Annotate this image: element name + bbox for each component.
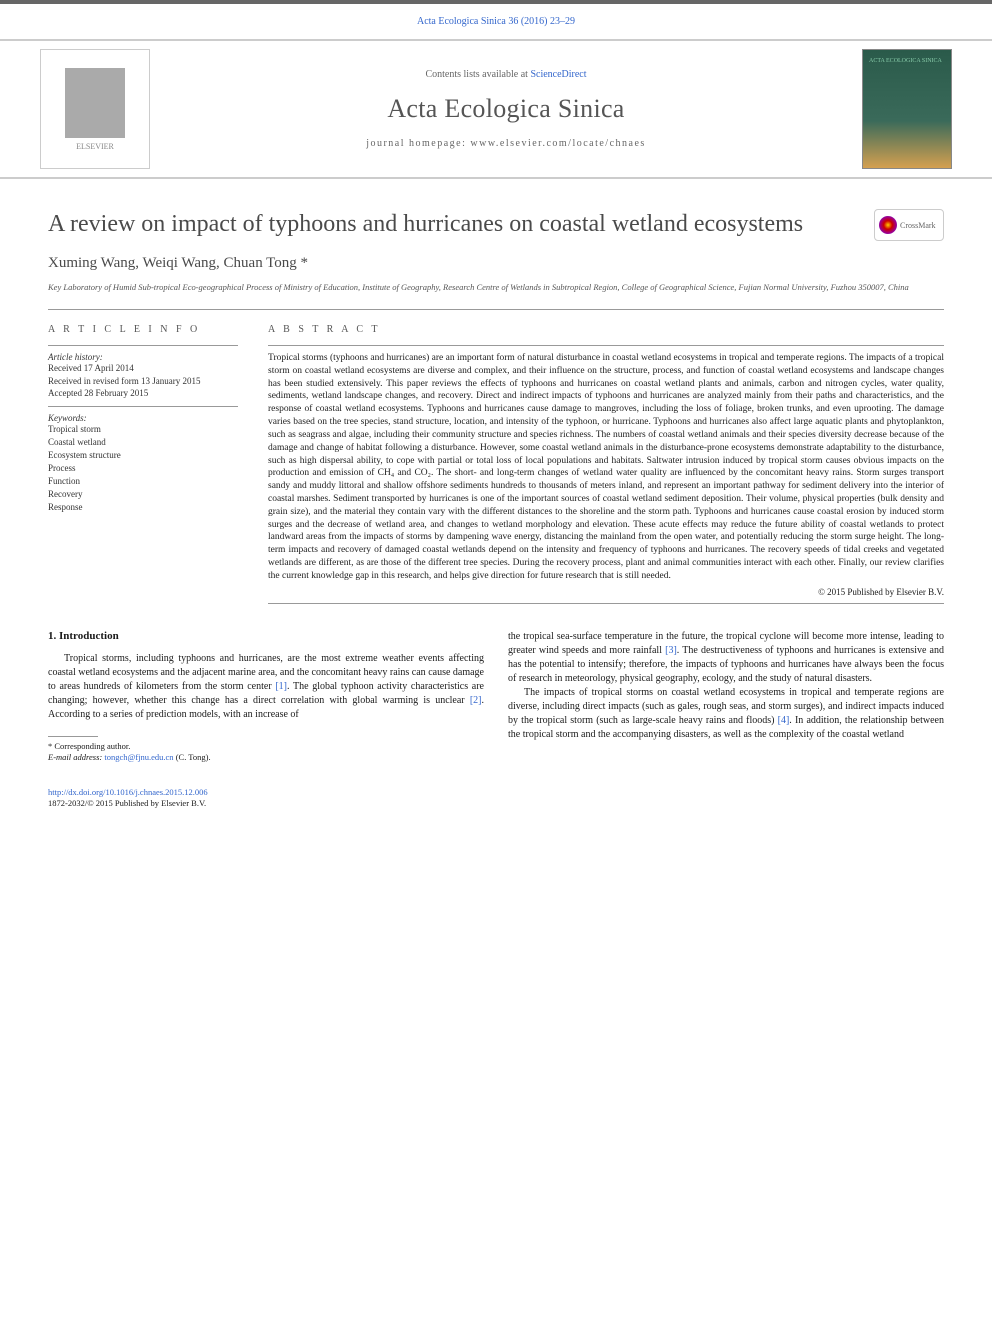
header-center: Contents lists available at ScienceDirec…	[150, 69, 862, 149]
revised-date: Received in revised form 13 January 2015	[48, 375, 238, 388]
info-divider	[48, 345, 238, 346]
abstract-copyright: © 2015 Published by Elsevier B.V.	[268, 587, 944, 597]
journal-homepage[interactable]: journal homepage: www.elsevier.com/locat…	[150, 138, 862, 149]
body-columns: 1. Introduction Tropical storms, includi…	[0, 610, 992, 763]
elsevier-label: ELSEVIER	[76, 142, 114, 151]
abstract-divider	[268, 345, 944, 346]
email-label: E-mail address:	[48, 752, 104, 762]
footnote-divider	[48, 736, 98, 737]
doi-link[interactable]: http://dx.doi.org/10.1016/j.chnaes.2015.…	[48, 787, 208, 797]
keyword: Process	[48, 462, 238, 475]
title-row: A review on impact of typhoons and hurri…	[48, 209, 944, 241]
email-suffix: (C. Tong).	[174, 752, 211, 762]
intro-paragraph-3: The impacts of tropical storms on coasta…	[508, 686, 944, 742]
journal-cover-text: ACTA ECOLOGICA SINICA	[869, 58, 942, 65]
divider	[48, 309, 944, 310]
email-note: E-mail address: tongch@fjnu.edu.cn (C. T…	[48, 752, 484, 763]
intro-paragraph-2: the tropical sea-surface temperature in …	[508, 630, 944, 686]
crossmark-label: CrossMark	[900, 221, 936, 230]
ref-link-1[interactable]: [1]	[275, 681, 287, 692]
sciencedirect-link[interactable]: ScienceDirect	[530, 69, 586, 80]
body-col-left: 1. Introduction Tropical storms, includi…	[48, 630, 484, 763]
received-date: Received 17 April 2014	[48, 362, 238, 375]
elsevier-tree-icon	[65, 68, 125, 138]
ref-link-4[interactable]: [4]	[778, 715, 790, 726]
keyword: Tropical storm	[48, 423, 238, 436]
contents-prefix: Contents lists available at	[425, 69, 530, 80]
contents-line: Contents lists available at ScienceDirec…	[150, 69, 862, 80]
crossmark-icon	[879, 216, 897, 234]
email-link[interactable]: tongch@fjnu.edu.cn	[104, 752, 173, 762]
crossmark-badge[interactable]: CrossMark	[874, 209, 944, 241]
article-info: A R T I C L E I N F O Article history: R…	[48, 324, 238, 610]
accepted-date: Accepted 28 February 2015	[48, 387, 238, 400]
article-title: A review on impact of typhoons and hurri…	[48, 209, 854, 240]
keyword: Recovery	[48, 488, 238, 501]
journal-cover: ACTA ECOLOGICA SINICA	[862, 49, 952, 169]
ref-link-2[interactable]: [2]	[470, 695, 482, 706]
keyword: Response	[48, 501, 238, 514]
ref-link-3[interactable]: [3]	[665, 645, 677, 656]
abstract-heading: A B S T R A C T	[268, 324, 944, 335]
keyword: Coastal wetland	[48, 436, 238, 449]
intro-paragraph-1: Tropical storms, including typhoons and …	[48, 652, 484, 722]
intro-heading: 1. Introduction	[48, 630, 484, 642]
article-head: A review on impact of typhoons and hurri…	[0, 179, 992, 610]
body-col-right: the tropical sea-surface temperature in …	[508, 630, 944, 763]
page-footer: http://dx.doi.org/10.1016/j.chnaes.2015.…	[0, 763, 992, 829]
article-info-heading: A R T I C L E I N F O	[48, 324, 238, 335]
affiliation: Key Laboratory of Humid Sub-tropical Eco…	[48, 282, 944, 293]
keywords-label: Keywords:	[48, 413, 238, 423]
issn-line: 1872-2032/© 2015 Published by Elsevier B…	[48, 798, 206, 808]
corresponding-note: * Corresponding author.	[48, 741, 484, 752]
journal-name: Acta Ecologica Sinica	[150, 94, 862, 124]
abstract-text: Tropical storms (typhoons and hurricanes…	[268, 352, 944, 583]
info-abstract-row: A R T I C L E I N F O Article history: R…	[48, 324, 944, 610]
elsevier-logo: ELSEVIER	[40, 49, 150, 169]
abstract-column: A B S T R A C T Tropical storms (typhoon…	[268, 324, 944, 610]
abstract-divider-bottom	[268, 603, 944, 604]
info-divider	[48, 406, 238, 407]
keyword: Function	[48, 475, 238, 488]
history-label: Article history:	[48, 352, 238, 362]
keyword: Ecosystem structure	[48, 449, 238, 462]
authors: Xuming Wang, Weiqi Wang, Chuan Tong *	[48, 255, 944, 272]
citation-link[interactable]: Acta Ecologica Sinica 36 (2016) 23–29	[0, 4, 992, 39]
journal-header: ELSEVIER Contents lists available at Sci…	[0, 39, 992, 179]
